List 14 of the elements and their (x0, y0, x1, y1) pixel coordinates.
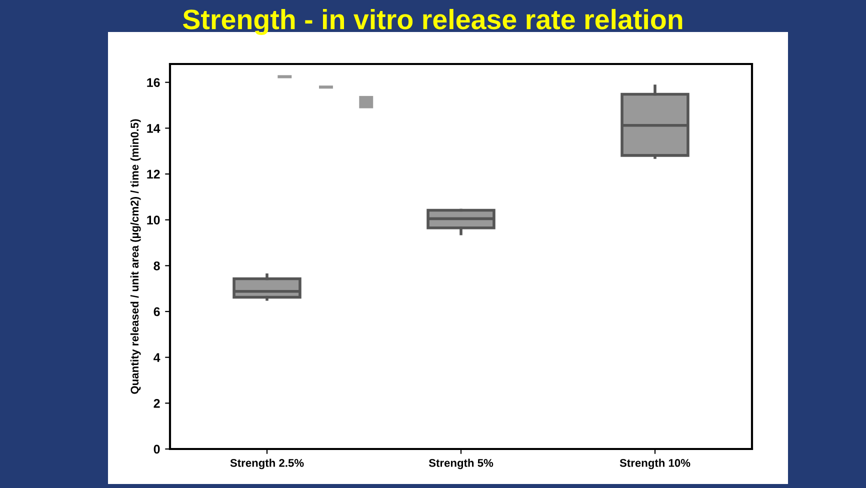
y-axis-title: Quantity released / unit area (µg/cm2) / time (min0.5) (130, 119, 141, 394)
x-tick-label: Strength 10% (620, 458, 690, 470)
y-tick-label: 14 (147, 124, 160, 133)
chart-title: Strength - in vitro release rate relation (182, 8, 682, 35)
y-tick-label: 8 (154, 261, 160, 270)
y-tick-label: 16 (147, 78, 160, 87)
y-tick-label: 2 (154, 398, 160, 408)
y-tick-label: 0 (154, 444, 160, 454)
y-tick-label: 6 (154, 307, 160, 316)
y-tick-label: 12 (147, 170, 160, 179)
x-tick-label: Strength 5% (428, 458, 494, 470)
y-tick-label: 10 (147, 216, 160, 224)
x-tick-label: Strength 2.5% (230, 458, 304, 470)
y-tick-label: 4 (154, 353, 160, 362)
